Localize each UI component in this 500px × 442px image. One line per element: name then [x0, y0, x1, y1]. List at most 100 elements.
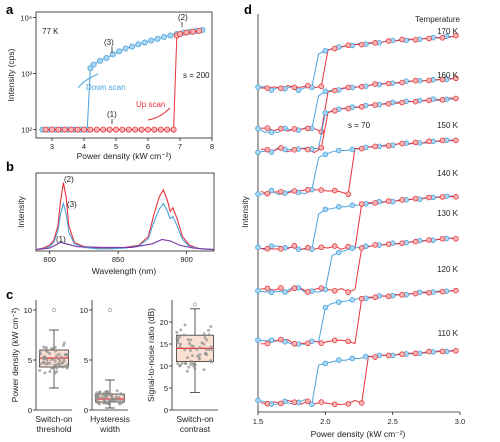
panel-d-red-point: [399, 36, 405, 43]
panel-c-jitter-point: [178, 363, 182, 367]
panel-letter-a: a: [6, 2, 14, 17]
panel-c-jitter-point: [46, 361, 50, 365]
panel-d-red-point: [453, 235, 459, 242]
panel-c-jitter-point: [200, 341, 204, 345]
panel-c-jitter-point: [45, 358, 49, 362]
panel-d-red-point: [358, 145, 365, 152]
panel-d-blue-point: [335, 203, 342, 210]
panel-a-down-scan-label: Down scan: [86, 83, 126, 92]
panel-d-blue-point: [349, 146, 356, 153]
panel-a-data-point: [93, 126, 100, 133]
panel-d-red-point: [358, 201, 365, 207]
panel-c-jitter-point: [59, 355, 63, 359]
panel-b-x-tick-label: 800: [43, 255, 56, 264]
panel-c-jitter-point: [99, 396, 103, 400]
panel-d-red-point: [439, 235, 446, 242]
panel-d-red-point: [372, 294, 378, 301]
panel-d-red-point: [291, 340, 298, 347]
panel-c-jitter-point: [176, 362, 180, 366]
panel-d-red-point: [264, 190, 271, 197]
panel-c-jitter-point: [61, 343, 65, 347]
panel-d-red-point: [412, 290, 419, 297]
panel-d-blue-point: [322, 47, 329, 54]
panel-c-jitter-point: [183, 323, 187, 327]
panel-c-jitter-point: [189, 360, 193, 364]
panel-a-data-point: [144, 126, 151, 133]
panel-d-red-point: [385, 198, 392, 204]
panel-d-s-label: s = 70: [348, 121, 371, 130]
panel-a-data-point: [109, 51, 116, 58]
panel-d-red-point: [345, 42, 352, 49]
panel-d-blue-trace: [257, 349, 454, 406]
panel-d-blue-point: [268, 149, 275, 155]
panel-d-temperature-label: 110 K: [438, 329, 459, 338]
panel-c-jitter-point: [118, 402, 122, 406]
panel-a-data-point: [183, 29, 190, 36]
panel-c-jitter-point: [65, 366, 69, 370]
panel-c-jitter-point: [103, 390, 107, 394]
panel-a-data-point: [135, 41, 142, 48]
panel-d-blue-point: [295, 246, 302, 252]
panel-a-data-point: [189, 28, 196, 35]
panel-d-red-point: [264, 400, 271, 407]
panel-d-red-point: [331, 87, 338, 94]
panel-d-red-point: [426, 138, 432, 145]
panel-c-jitter-point: [101, 392, 105, 396]
panel-c-jitter-point: [48, 352, 52, 356]
panel-d-temperature-label: 150 K: [437, 121, 459, 130]
panel-d-red-point: [305, 340, 311, 347]
panel-c-jitter-point: [185, 369, 189, 373]
panel-d-red-point: [291, 84, 298, 91]
panel-c-jitter-point: [115, 389, 119, 393]
panel-c-jitter-point: [48, 361, 52, 365]
panel-c-outlier: [108, 308, 112, 312]
panel-a-data-point: [154, 35, 161, 42]
panel-a-x-tick-label: 3: [50, 142, 54, 151]
panel-a-data-point: [97, 57, 104, 64]
panel-c-outlier: [193, 302, 197, 307]
panel-c-jitter-point: [96, 401, 100, 405]
panel-d-red-point: [264, 285, 271, 292]
panel-d-x-tick-label: 2.5: [387, 417, 397, 426]
panel-a-annotation-3: (3): [104, 38, 114, 47]
panel-c-jitter-point: [187, 341, 191, 345]
panel-c-jitter-point: [49, 358, 53, 362]
panel-a-data-point: [164, 126, 171, 133]
panel-d-red-point: [439, 288, 446, 295]
panel-b-x-axis-label: Wavelength (nm): [92, 266, 157, 276]
panel-d-red-point: [358, 400, 365, 406]
panel-b-x-tick-label: 900: [180, 255, 193, 264]
panel-c-jitter-point: [57, 352, 61, 356]
panel-a-s-label: s = 200: [183, 71, 210, 80]
panel-d-red-point: [358, 245, 365, 251]
panel-c-jitter-point: [207, 333, 211, 337]
panel-c-jitter-point: [114, 397, 118, 401]
panel-a-frame: [35, 11, 213, 139]
panel-c-jitter-point: [53, 371, 57, 375]
panel-d-blue-point: [255, 149, 261, 156]
panel-d-y-axis-label: Intensity: [240, 195, 250, 227]
panel-d-blue-point: [255, 397, 261, 404]
panel-d-blue-point: [349, 297, 356, 303]
panel-d-red-point: [412, 350, 419, 357]
panel-d-red-point: [345, 84, 352, 91]
panel-d-red-point: [345, 105, 352, 112]
panel-c-jitter-point: [207, 348, 211, 352]
panel-c-y-tick-label: 20: [160, 318, 168, 327]
panel-d-red-point: [426, 77, 432, 84]
panel-a-data-point: [42, 126, 49, 133]
panel-c-jitter-point: [95, 398, 99, 402]
panel-d-red-point: [385, 241, 392, 247]
panel-d-red-point: [372, 40, 378, 46]
panel-b-annotation-3: (3): [67, 200, 77, 209]
panel-a-x-tick-label: 8: [210, 142, 214, 151]
panel-d-red-point: [305, 289, 311, 295]
panel-b-x-tick-label: 850: [112, 255, 125, 264]
panel-d-red-point: [331, 107, 338, 114]
panel-a-data-point: [106, 126, 113, 133]
panel-d-blue-point: [335, 299, 342, 305]
panel-d-blue-point: [335, 147, 342, 154]
panel-c-jitter-point: [186, 338, 190, 342]
panel-c-jitter-point: [179, 328, 183, 332]
